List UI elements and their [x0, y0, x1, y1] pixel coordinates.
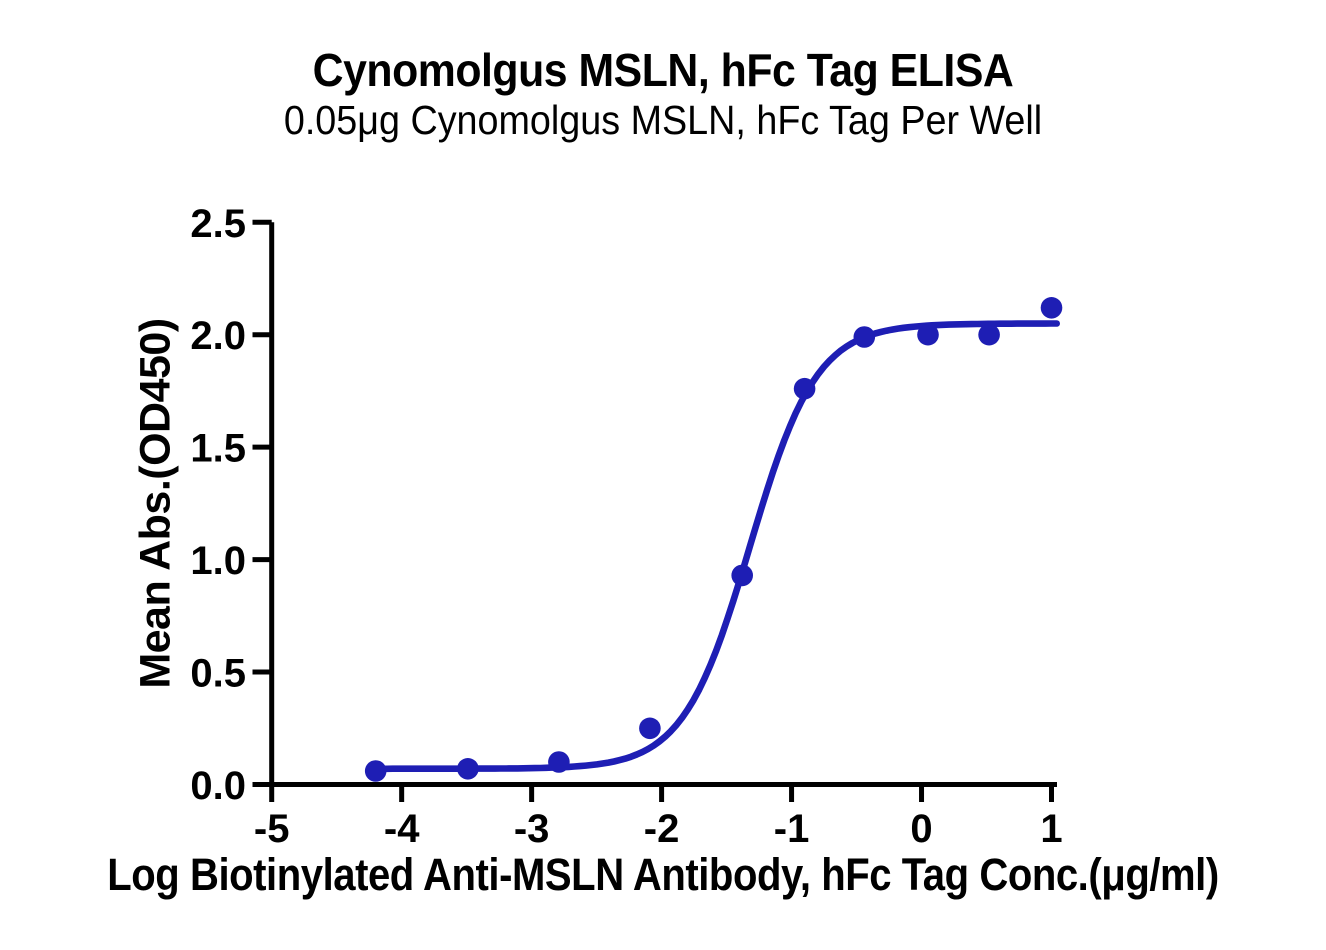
data-point — [978, 323, 1000, 346]
data-point — [793, 377, 816, 400]
x-tick-label: -4 — [384, 807, 420, 851]
x-tick-label: 1 — [1040, 807, 1062, 851]
x-tick-label: -2 — [644, 807, 680, 851]
data-point — [917, 323, 939, 346]
y-tick-label: 1.0 — [190, 539, 246, 583]
y-tick-label: 2.5 — [190, 202, 246, 246]
data-point — [457, 758, 479, 780]
data-point — [731, 564, 753, 587]
x-tick-label: 0 — [910, 807, 932, 851]
x-axis-label: Log Biotinylated Anti-MSLN Antibody, hFc… — [107, 849, 1219, 900]
chart-title: Cynomolgus MSLN, hFc Tag ELISA — [312, 44, 1014, 96]
data-point — [364, 760, 387, 782]
x-tick-label: -3 — [514, 807, 550, 851]
y-tick-label: 0.5 — [190, 652, 246, 696]
y-tick-label: 2.0 — [190, 314, 246, 358]
x-tick-label: -5 — [254, 807, 290, 851]
chart-subtitle: 0.05μg Cynomolgus MSLN, hFc Tag Per Well — [283, 97, 1043, 143]
y-tick-label: 0.0 — [190, 764, 246, 808]
x-tick-label: -1 — [774, 807, 810, 851]
data-point — [548, 751, 570, 773]
data-point — [853, 326, 876, 348]
data-point — [639, 717, 661, 740]
data-point — [1040, 297, 1063, 319]
y-tick-label: 1.5 — [190, 427, 246, 471]
fit-curve — [372, 320, 1060, 773]
